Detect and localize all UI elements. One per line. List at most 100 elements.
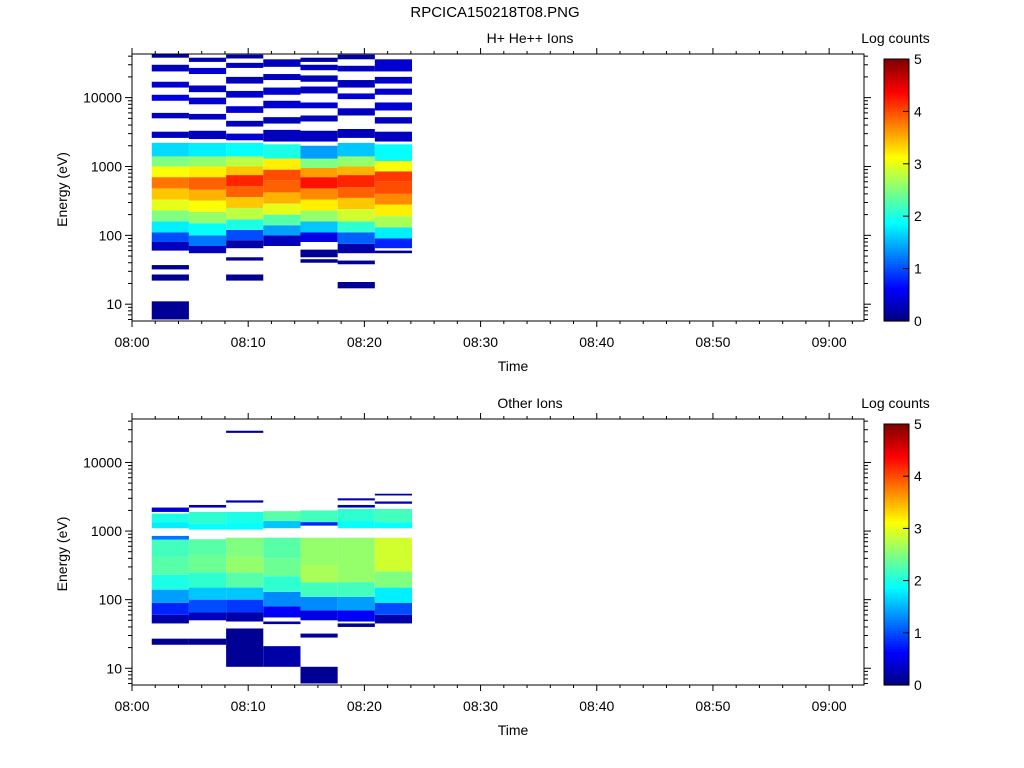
colorbar-gradient-step	[884, 111, 909, 115]
colorbar-gradient-step	[884, 137, 909, 141]
colorbar-gradient-step	[884, 510, 909, 514]
heatmap-cell	[226, 142, 264, 157]
colorbar-gradient-step	[884, 116, 909, 120]
heatmap-cell	[374, 76, 413, 84]
colorbar-gradient-step	[884, 465, 909, 469]
heatmap-cell	[226, 90, 264, 98]
colorbar-gradient-step	[884, 284, 909, 288]
heatmap-cell	[226, 511, 264, 523]
figure-title: RPCICA150218T08.PNG	[410, 4, 580, 21]
colorbar-gradient-step	[884, 292, 909, 296]
heatmap-cell	[374, 571, 413, 588]
colorbar-gradient-step	[884, 129, 909, 133]
colorbar-tick-label: 0	[914, 313, 922, 329]
colorbar-gradient-step	[884, 624, 909, 629]
colorbar-gradient-step	[884, 85, 909, 89]
heatmap-cell	[374, 602, 413, 615]
colorbar-gradient-step	[884, 286, 909, 291]
colorbar-gradient-step	[884, 313, 909, 317]
colorbar-gradient-step	[884, 302, 909, 306]
heatmap-cell	[300, 232, 338, 242]
heatmap-cell	[263, 537, 301, 559]
colorbar-gradient-step	[884, 100, 909, 105]
heatmap-cell	[374, 587, 413, 603]
y-tick-label: 100	[99, 592, 123, 608]
colorbar-gradient-step	[884, 457, 909, 462]
heatmap-cells	[151, 430, 413, 684]
x-tick-label: 08:30	[463, 698, 498, 714]
colorbar-gradient-step	[884, 74, 909, 78]
heatmap-cell	[374, 493, 413, 496]
heatmap-cell	[226, 240, 264, 249]
colorbar-tick-label: 5	[914, 51, 922, 67]
colorbar-gradient-step	[884, 470, 909, 475]
colorbar-gradient-step	[884, 208, 909, 212]
colorbar-gradient-step	[884, 593, 909, 597]
heatmap-cell	[374, 614, 413, 624]
heatmap-cell	[300, 177, 338, 189]
heatmap-cell	[374, 238, 413, 249]
heatmap-cell	[151, 94, 189, 101]
heatmap-cell	[337, 93, 375, 100]
colorbar-gradient-step	[884, 226, 909, 230]
colorbar-gradient-step	[884, 497, 909, 501]
colorbar-gradient-step	[884, 596, 909, 600]
heatmap-cell	[151, 199, 189, 211]
colorbar-gradient-step	[884, 140, 909, 144]
colorbar-gradient-step	[884, 611, 909, 616]
colorbar-gradient-step	[884, 192, 909, 196]
heatmap-cell	[374, 193, 413, 205]
colorbar-gradient-step	[884, 79, 909, 84]
y-axis-label: Energy (eV)	[54, 517, 70, 592]
colorbar-tick-label: 4	[914, 103, 922, 119]
heatmap-cell	[300, 199, 338, 211]
heatmap-cell	[226, 537, 264, 557]
colorbar-gradient-step	[884, 179, 909, 183]
heatmap-cell	[151, 242, 189, 251]
heatmap-cell	[300, 259, 338, 263]
colorbar-gradient-step	[884, 294, 909, 299]
heatmap-cell	[263, 180, 301, 193]
heatmap-cell	[151, 221, 189, 233]
heatmap-cell	[337, 260, 375, 265]
colorbar-gradient-step	[884, 437, 909, 441]
colorbar-gradient-step	[884, 617, 909, 621]
heatmap-cell	[300, 64, 338, 71]
x-tick-label: 08:40	[579, 698, 614, 714]
colorbar-gradient-step	[884, 523, 909, 527]
colorbar-gradient-step	[884, 231, 909, 236]
colorbar-gradient-step	[884, 585, 909, 590]
colorbar-frame	[883, 423, 910, 686]
y-axis-label: Energy (eV)	[54, 152, 70, 227]
colorbar-frame	[883, 58, 910, 322]
colorbar-gradient-step	[884, 61, 909, 65]
colorbar-gradient-step	[884, 491, 909, 496]
x-tick-label: 08:50	[695, 334, 730, 350]
colorbar: 0 1 2 3 4 5 Log counts	[861, 395, 930, 693]
colorbar-gradient-step	[884, 182, 909, 186]
colorbar-gradient-step	[884, 429, 909, 433]
colorbar-gradient-step	[884, 656, 909, 660]
heatmap-cell	[374, 144, 413, 162]
colorbar-gradient-step	[884, 551, 909, 556]
panel-1: H+ He++ Ions 08:00 08:10 08:20 08:30 08:40 08:…	[54, 30, 930, 374]
colorbar-gradient-step	[884, 557, 909, 561]
heatmap-cell	[151, 507, 189, 512]
heatmap-cell	[300, 86, 338, 94]
colorbar-gradient-step	[884, 679, 909, 683]
colorbar-gradient-step	[884, 132, 909, 136]
heatmap-cell	[188, 638, 227, 645]
heatmap-cell	[300, 582, 338, 597]
colorbar-gradient-step	[884, 119, 909, 123]
heatmap-cell	[263, 203, 301, 215]
colorbar-label: Log counts	[861, 30, 930, 46]
heatmap-cell	[337, 142, 375, 157]
heatmap-cell	[188, 246, 227, 254]
colorbar-gradient-step	[884, 237, 909, 241]
heatmap-cell	[188, 113, 227, 120]
heatmap-cell	[151, 188, 189, 200]
colorbar-gradient-step	[884, 169, 909, 173]
heatmap-cell	[226, 219, 264, 230]
heatmap-cell	[151, 166, 189, 178]
